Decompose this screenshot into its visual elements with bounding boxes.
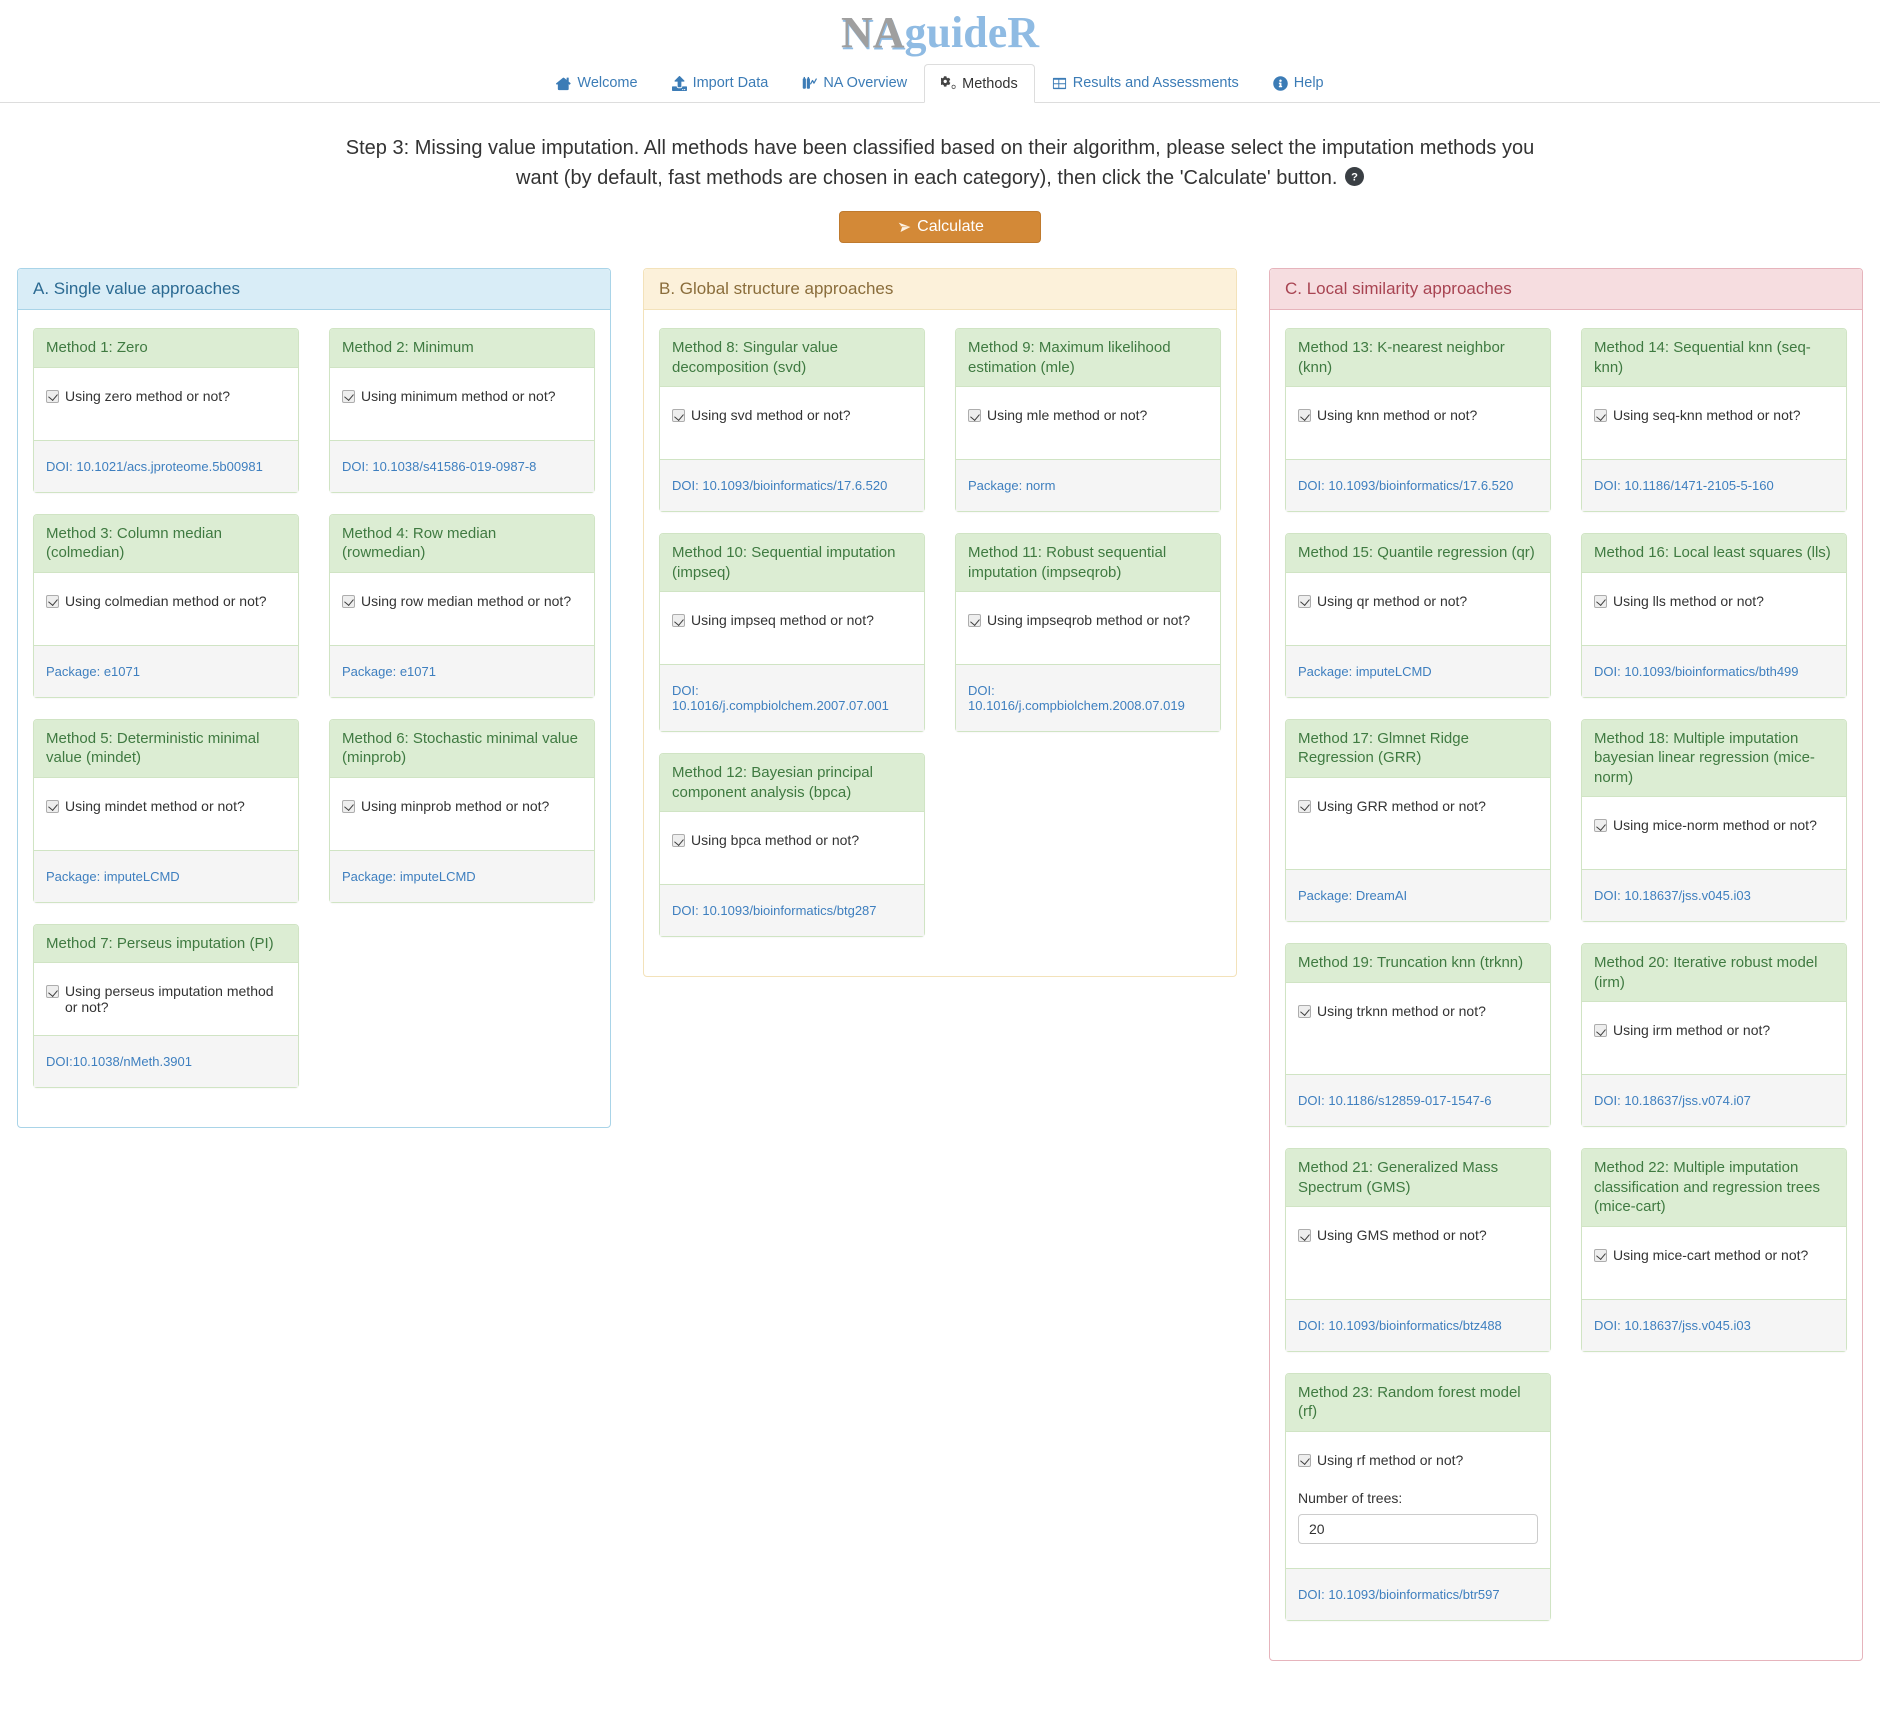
svg-text:?: ? bbox=[1351, 172, 1358, 184]
